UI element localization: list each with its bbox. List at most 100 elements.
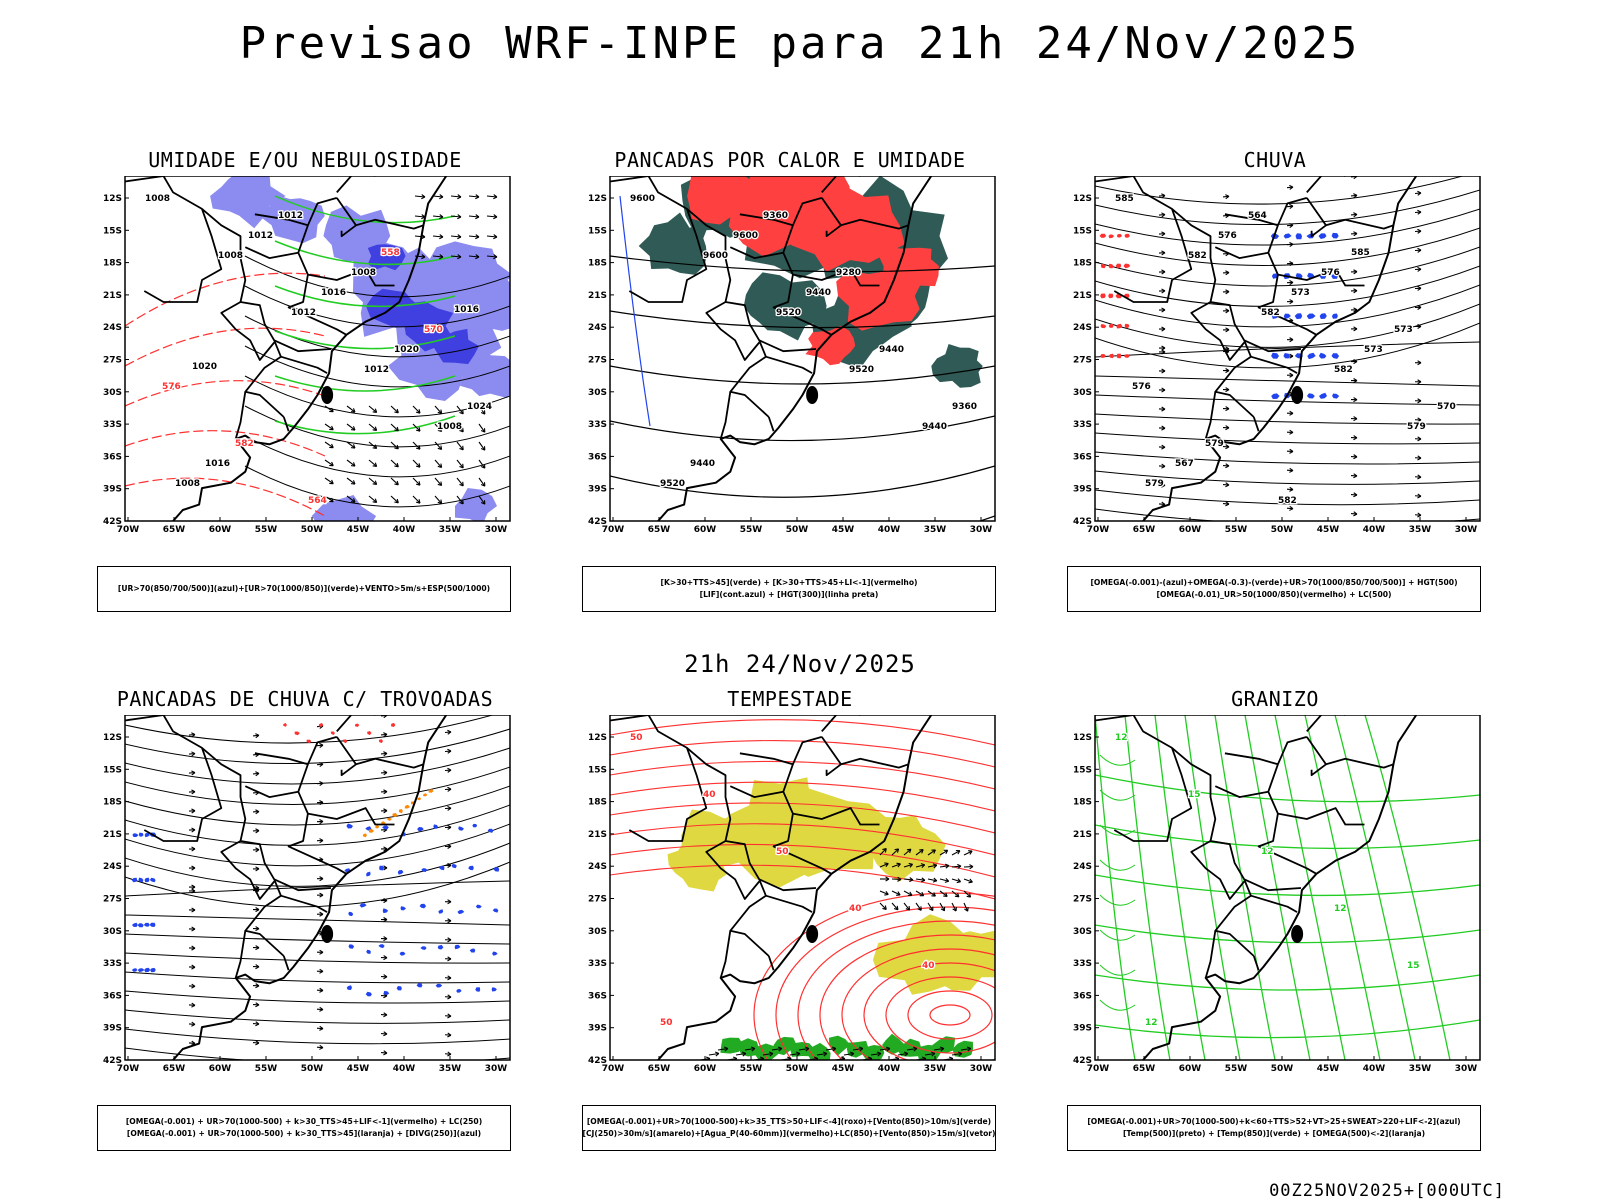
- lat-label: 39S: [588, 1024, 607, 1034]
- contour-label: 585: [1351, 248, 1370, 258]
- contour-label: 12: [1115, 733, 1128, 743]
- lon-label: 70W: [117, 525, 140, 535]
- contour-label: 9360: [952, 402, 977, 412]
- lat-label: 21S: [1073, 830, 1092, 840]
- lat-label: 15S: [588, 226, 607, 236]
- lon-label: 50W: [786, 1064, 809, 1074]
- contour-label: 9600: [703, 251, 728, 261]
- contour-label: 570: [1437, 402, 1456, 412]
- lon-label: 45W: [1317, 525, 1340, 535]
- lat-label: 12S: [588, 733, 607, 743]
- lon-label: 55W: [1225, 525, 1248, 535]
- lat-label: 33S: [1073, 420, 1092, 430]
- map-background: [1095, 715, 1480, 1060]
- contour-label: 9520: [849, 365, 874, 375]
- legend-box: [UR>70(850/700/500)](azul)+[UR>70(1000/8…: [97, 566, 511, 612]
- contour-label: 40: [703, 790, 716, 800]
- lon-label: 30W: [1455, 525, 1478, 535]
- lat-label: 33S: [103, 959, 122, 969]
- lon-label: 70W: [602, 525, 625, 535]
- lon-label: 40W: [878, 525, 901, 535]
- lon-label: 35W: [439, 525, 462, 535]
- lat-label: 12S: [103, 194, 122, 204]
- lat-label: 12S: [1073, 194, 1092, 204]
- legend-box: [OMEGA(-0.001)+UR>70(1000-500)+k>35_TTS>…: [582, 1105, 996, 1151]
- contour-label: 1012: [291, 308, 316, 318]
- lat-label: 18S: [103, 798, 122, 808]
- lon-label: 30W: [485, 525, 508, 535]
- lat-label: 15S: [103, 765, 122, 775]
- contour-label: 582: [1278, 496, 1297, 506]
- lat-label: 36S: [103, 452, 122, 462]
- lat-label: 24S: [588, 862, 607, 872]
- lon-label: 35W: [1409, 525, 1432, 535]
- contour-label: 579: [1205, 439, 1224, 449]
- lon-label: 70W: [117, 1064, 140, 1074]
- lon-label: 50W: [301, 525, 324, 535]
- lat-label: 27S: [103, 356, 122, 366]
- lon-label: 60W: [1179, 1064, 1202, 1074]
- lagoa-dos-patos: [806, 386, 818, 404]
- lat-label: 18S: [1073, 798, 1092, 808]
- legend-line: [OMEGA(-0.001)-(azul)+OMEGA(-0.3)-(verde…: [1090, 577, 1457, 589]
- lat-label: 15S: [1073, 765, 1092, 775]
- lon-label: 50W: [1271, 525, 1294, 535]
- lat-label: 27S: [103, 895, 122, 905]
- lat-label: 15S: [588, 765, 607, 775]
- contour-label: 1012: [278, 211, 303, 221]
- contour-label: 50: [776, 847, 789, 857]
- lat-label: 33S: [103, 420, 122, 430]
- lat-label: 18S: [1073, 259, 1092, 269]
- legend-box: [OMEGA(-0.001) + UR>70(1000-500) + k>30_…: [97, 1105, 511, 1151]
- lon-label: 60W: [694, 525, 717, 535]
- contour-label: 9520: [660, 479, 685, 489]
- lon-label: 65W: [648, 1064, 671, 1074]
- lon-label: 35W: [439, 1064, 462, 1074]
- lon-label: 60W: [1179, 525, 1202, 535]
- contour-label: 1008: [437, 422, 462, 432]
- lat-label: 18S: [103, 259, 122, 269]
- lat-label: 12S: [103, 733, 122, 743]
- lat-label: 21S: [103, 291, 122, 301]
- legend-line: [K>30+TTS>45](verde) + [K>30+TTS>45+LI<-…: [660, 577, 917, 589]
- lat-label: 18S: [588, 259, 607, 269]
- legend-line: [CJ(250)>30m/s](amarelo)+[Agua_P(40-60mm…: [582, 1128, 995, 1140]
- contour-label: 585: [1115, 194, 1134, 204]
- contour-label: 564: [1248, 211, 1267, 221]
- contour-label: 1024: [467, 402, 492, 412]
- panel-title: TEMPESTADE: [580, 687, 1000, 711]
- contour-label: 15: [1188, 790, 1201, 800]
- lat-label: 18S: [588, 798, 607, 808]
- lat-label: 36S: [103, 991, 122, 1001]
- lat-label: 24S: [588, 323, 607, 333]
- contour-label: 573: [1291, 288, 1310, 298]
- legend-line: [OMEGA(-0.001) + UR>70(1000-500) + k>30_…: [127, 1128, 481, 1140]
- lon-label: 40W: [1363, 1064, 1386, 1074]
- contour-label: 9520: [776, 308, 801, 318]
- lon-label: 55W: [1225, 1064, 1248, 1074]
- contour-label: 1008: [218, 251, 243, 261]
- lon-label: 55W: [740, 525, 763, 535]
- contour-label: 40: [922, 961, 935, 971]
- lat-label: 39S: [103, 485, 122, 495]
- lagoa-dos-patos: [321, 386, 333, 404]
- lon-label: 45W: [347, 525, 370, 535]
- contour-label: 1020: [192, 362, 217, 372]
- contour-label: 576: [1218, 231, 1237, 241]
- model-run-label: 00Z25NOV2025+[000UTC]: [1269, 1181, 1505, 1201]
- lon-label: 30W: [485, 1064, 508, 1074]
- lat-label: 27S: [588, 356, 607, 366]
- lon-label: 65W: [163, 1064, 186, 1074]
- lat-label: 33S: [588, 959, 607, 969]
- lat-label: 33S: [1073, 959, 1092, 969]
- lon-label: 30W: [970, 1064, 993, 1074]
- lat-label: 24S: [103, 323, 122, 333]
- contour-label: 570: [424, 325, 443, 335]
- contour-label: 573: [1394, 325, 1413, 335]
